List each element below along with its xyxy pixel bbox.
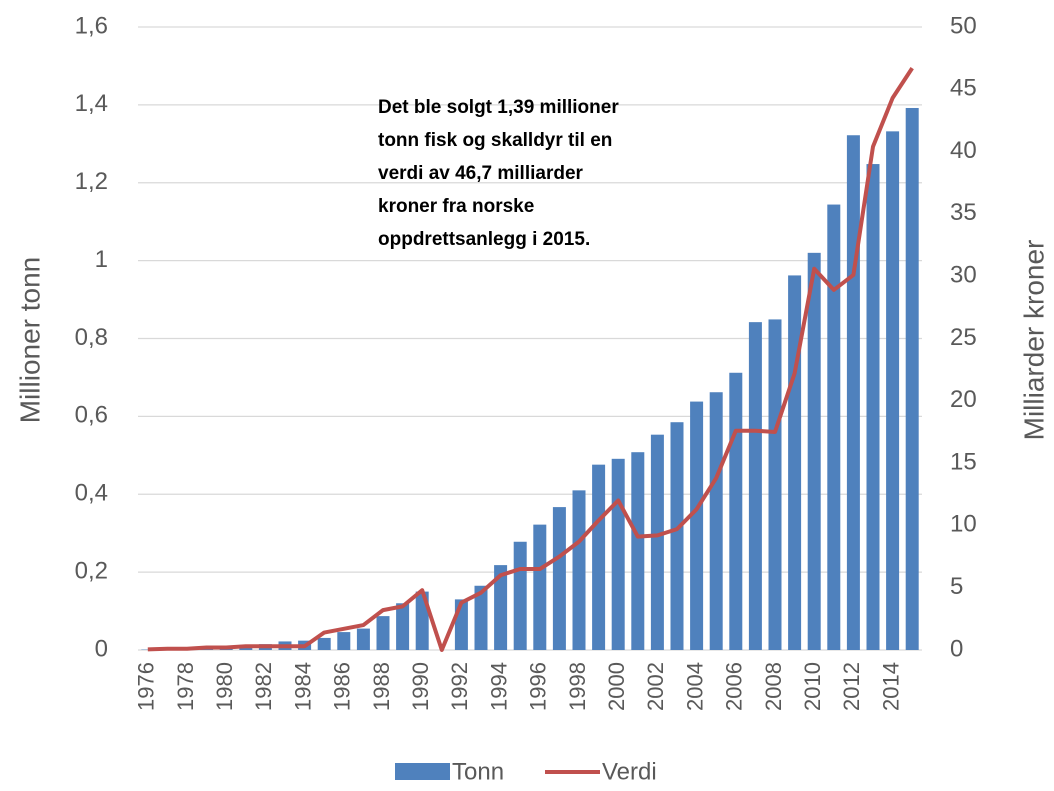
line bbox=[147, 67, 914, 652]
x-tick-label: 1990 bbox=[408, 662, 433, 711]
bar bbox=[631, 452, 645, 650]
x-tick-label: 2008 bbox=[761, 662, 786, 711]
bar bbox=[905, 107, 919, 651]
y2-tick-label: 50 bbox=[950, 12, 977, 39]
bar bbox=[690, 401, 704, 650]
x-tick-label: 1996 bbox=[526, 662, 551, 711]
bar bbox=[356, 628, 370, 650]
x-tick-label: 2000 bbox=[604, 662, 629, 711]
y-axis-title: Millioner tonn bbox=[14, 257, 45, 424]
bar bbox=[886, 131, 900, 651]
bar bbox=[317, 637, 331, 650]
y2-tick-label: 45 bbox=[950, 75, 977, 102]
y-tick-label: 0 bbox=[95, 635, 108, 662]
legend-swatch bbox=[395, 763, 450, 780]
x-tick-label: 1978 bbox=[173, 662, 198, 711]
x-tick-label: 2002 bbox=[643, 662, 668, 711]
y-tick-label: 0,8 bbox=[75, 324, 108, 351]
x-tick-label: 1992 bbox=[447, 662, 472, 711]
bar bbox=[611, 458, 625, 650]
bar bbox=[846, 135, 860, 651]
x-tick-label: 1976 bbox=[134, 662, 159, 711]
bar bbox=[494, 565, 508, 650]
y2-tick-label: 0 bbox=[950, 635, 963, 662]
x-tick-label: 1998 bbox=[565, 662, 590, 711]
bar bbox=[552, 507, 566, 650]
x-tick-label: 2010 bbox=[800, 662, 825, 711]
bar bbox=[827, 204, 841, 650]
y2-tick-label: 20 bbox=[950, 386, 977, 413]
x-tick-label: 1994 bbox=[486, 662, 511, 711]
bar bbox=[670, 422, 684, 650]
y2-tick-label: 15 bbox=[950, 448, 977, 475]
legend-label: Tonn bbox=[452, 758, 504, 785]
bar bbox=[729, 372, 743, 650]
x-tick-label: 1986 bbox=[330, 662, 355, 711]
x-tick-label: 2006 bbox=[722, 662, 747, 711]
bar bbox=[748, 322, 762, 650]
y2-tick-label: 30 bbox=[950, 262, 977, 289]
annotation: verdi av 46,7 milliarder bbox=[378, 163, 584, 184]
y2-axis-title: Milliarder kroner bbox=[1018, 240, 1049, 441]
y2-tick-label: 40 bbox=[950, 137, 977, 164]
y-tick-label: 1,6 bbox=[75, 12, 108, 39]
x-tick-label: 2004 bbox=[682, 662, 707, 711]
x-tick-label: 1982 bbox=[251, 662, 276, 711]
y-tick-label: 0,6 bbox=[75, 402, 108, 429]
y2-tick-label: 10 bbox=[950, 511, 977, 538]
bar bbox=[376, 616, 390, 650]
annotation: Det ble solgt 1,39 millioner bbox=[378, 97, 619, 118]
annotation: kroner fra norske bbox=[378, 196, 534, 217]
x-tick-label: 2012 bbox=[839, 662, 864, 711]
y-tick-label: 1,4 bbox=[75, 90, 108, 117]
y2-tick-label: 35 bbox=[950, 199, 977, 226]
bar bbox=[768, 319, 782, 650]
y-tick-label: 1 bbox=[95, 246, 108, 273]
bar bbox=[592, 464, 606, 650]
bar bbox=[396, 603, 410, 650]
x-tick-label: 1980 bbox=[212, 662, 237, 711]
bar bbox=[474, 585, 488, 650]
bar bbox=[788, 275, 802, 650]
bar bbox=[533, 524, 547, 650]
y2-tick-label: 25 bbox=[950, 324, 977, 351]
annotation: tonn fisk og skalldyr til en bbox=[378, 130, 612, 151]
bar bbox=[572, 490, 586, 650]
bar bbox=[513, 541, 527, 650]
bar bbox=[866, 164, 880, 650]
legend-label: Verdi bbox=[602, 758, 657, 785]
y2-tick-label: 5 bbox=[950, 573, 963, 600]
annotation: oppdrettsanlegg i 2015. bbox=[378, 229, 590, 250]
x-tick-label: 1988 bbox=[369, 662, 394, 711]
bar bbox=[650, 434, 664, 650]
bar bbox=[337, 632, 351, 650]
bar bbox=[709, 392, 723, 650]
x-tick-label: 1984 bbox=[290, 662, 315, 711]
bar bbox=[807, 252, 821, 650]
y-tick-label: 0,2 bbox=[75, 557, 108, 584]
y-tick-label: 1,2 bbox=[75, 168, 108, 195]
y-tick-label: 0,4 bbox=[75, 480, 108, 507]
x-tick-label: 2014 bbox=[878, 662, 903, 711]
